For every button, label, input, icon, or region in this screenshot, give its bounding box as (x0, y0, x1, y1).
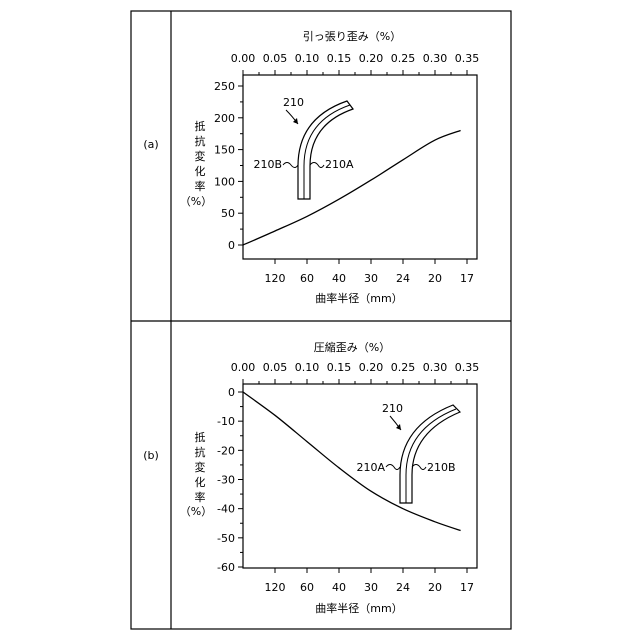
top-tick-label: 0.20 (359, 52, 384, 65)
top-tick-label: 0.20 (359, 361, 384, 374)
y-tick-label: -10 (217, 415, 235, 428)
y-tick-label: -20 (217, 444, 235, 457)
bottom-tick-label: 17 (460, 581, 474, 594)
y-tick-label: 150 (214, 144, 235, 157)
y-tick-label: -30 (217, 474, 235, 487)
diagram-a-left-label: 210B (253, 158, 282, 171)
chart-a-ylabel-char: 抗 (195, 134, 206, 148)
chart-a-bottom-axis-label: 曲率半径（mm） (315, 291, 402, 305)
diagram-a-ref-label: 210 (283, 96, 304, 109)
top-tick-label: 0.00 (231, 361, 256, 374)
y-tick-label: 100 (214, 175, 235, 188)
y-tick-label: -60 (217, 561, 235, 574)
top-tick-label: 0.05 (263, 361, 288, 374)
leader-line (283, 163, 298, 168)
chart-b-bottom-axis-label: 曲率半径（mm） (315, 601, 402, 615)
bottom-tick-label: 30 (364, 581, 378, 594)
chart-b-top-axis-label: 圧縮歪み（%） (314, 340, 390, 354)
panel-b-label: (b) (143, 449, 159, 462)
chart-a-bent-strip-diagram: 210 210B 210A (253, 96, 354, 199)
chart-b: 圧縮歪み（%） 0.00 0.05 0.10 0.15 0.20 0.25 0.30 0.35… (180, 340, 479, 615)
top-tick-label: 0.30 (423, 52, 448, 65)
diagram-b-right-label: 210B (427, 461, 456, 474)
diagram-b-left-label: 210A (356, 461, 385, 474)
chart-b-y-ticks: 0 -10 -20 -30 -40 -50 -60 (217, 386, 243, 574)
y-tick-label: -40 (217, 503, 235, 516)
top-tick-label: 0.05 (263, 52, 288, 65)
leader-line (386, 465, 400, 470)
chart-b-ylabel-char: 化 (195, 475, 206, 489)
chart-a-ylabel-char: 率 (195, 179, 206, 193)
chart-b-bent-strip-diagram: 210 210A 210B (356, 402, 460, 503)
chart-b-y-axis-label: 抵 抗 変 化 率 （%） (180, 430, 212, 518)
chart-b-ylabel-unit: （%） (180, 505, 212, 518)
top-tick-label: 0.35 (455, 52, 480, 65)
y-tick-label: 0 (228, 239, 235, 252)
bottom-tick-label: 24 (396, 581, 410, 594)
chart-b-top-ticks: 0.00 0.05 0.10 0.15 0.20 0.25 0.30 0.35 (231, 361, 480, 384)
bottom-tick-label: 120 (265, 581, 286, 594)
chart-a-ylabel-char: 変 (195, 149, 206, 163)
top-tick-label: 0.00 (231, 52, 256, 65)
bottom-tick-label: 60 (300, 581, 314, 594)
chart-a-top-ticks: 0.00 0.05 0.10 0.15 0.20 0.25 0.30 0.35 (231, 52, 480, 75)
diagram-a-right-label: 210A (325, 158, 354, 171)
chart-a-top-axis-label: 引っ張り歪み（%） (303, 29, 401, 43)
chart-b-ylabel-char: 抵 (195, 430, 206, 444)
top-tick-label: 0.30 (423, 361, 448, 374)
top-tick-label: 0.10 (295, 52, 320, 65)
bottom-tick-label: 20 (428, 272, 442, 285)
chart-a-y-ticks: 250 200 150 100 50 0 (214, 80, 243, 252)
bottom-tick-label: 40 (332, 581, 346, 594)
bottom-tick-label: 24 (396, 272, 410, 285)
bottom-tick-label: 30 (364, 272, 378, 285)
table-frame (131, 11, 511, 629)
bottom-tick-label: 60 (300, 272, 314, 285)
top-tick-label: 0.35 (455, 361, 480, 374)
y-tick-label: 0 (228, 386, 235, 399)
strip-outline (298, 101, 353, 199)
top-tick-label: 0.25 (391, 52, 416, 65)
chart-b-ylabel-char: 率 (195, 490, 206, 504)
chart-a-ylabel-char: 抵 (195, 119, 206, 133)
chart-a-y-axis-label: 抵 抗 変 化 率 （%） (180, 119, 212, 208)
bottom-tick-label: 120 (265, 272, 286, 285)
y-tick-label: 250 (214, 80, 235, 93)
panel-a-label: (a) (143, 138, 158, 151)
chart-b-ylabel-char: 変 (195, 460, 206, 474)
chart-b-ylabel-char: 抗 (195, 445, 206, 459)
chart-a-bottom-ticks: 120 60 40 30 24 20 17 (265, 259, 475, 285)
chart-a-ylabel-unit: （%） (180, 195, 212, 208)
top-tick-label: 0.15 (327, 52, 352, 65)
leader-line (412, 465, 426, 470)
chart-b-bottom-ticks: 120 60 40 30 24 20 17 (265, 568, 475, 594)
y-tick-label: 50 (221, 207, 235, 220)
top-tick-label: 0.10 (295, 361, 320, 374)
top-tick-label: 0.25 (391, 361, 416, 374)
top-tick-label: 0.15 (327, 361, 352, 374)
bottom-tick-label: 17 (460, 272, 474, 285)
y-tick-label: -50 (217, 532, 235, 545)
diagram-b-ref-label: 210 (382, 402, 403, 415)
bottom-tick-label: 20 (428, 581, 442, 594)
bottom-tick-label: 40 (332, 272, 346, 285)
chart-a-ylabel-char: 化 (195, 164, 206, 178)
y-tick-label: 200 (214, 112, 235, 125)
chart-a: 引っ張り歪み（%） 0.000.050.100.150.200.250.300.… (180, 29, 479, 305)
chart-a-series-line (243, 131, 461, 246)
leader-line (310, 163, 324, 168)
